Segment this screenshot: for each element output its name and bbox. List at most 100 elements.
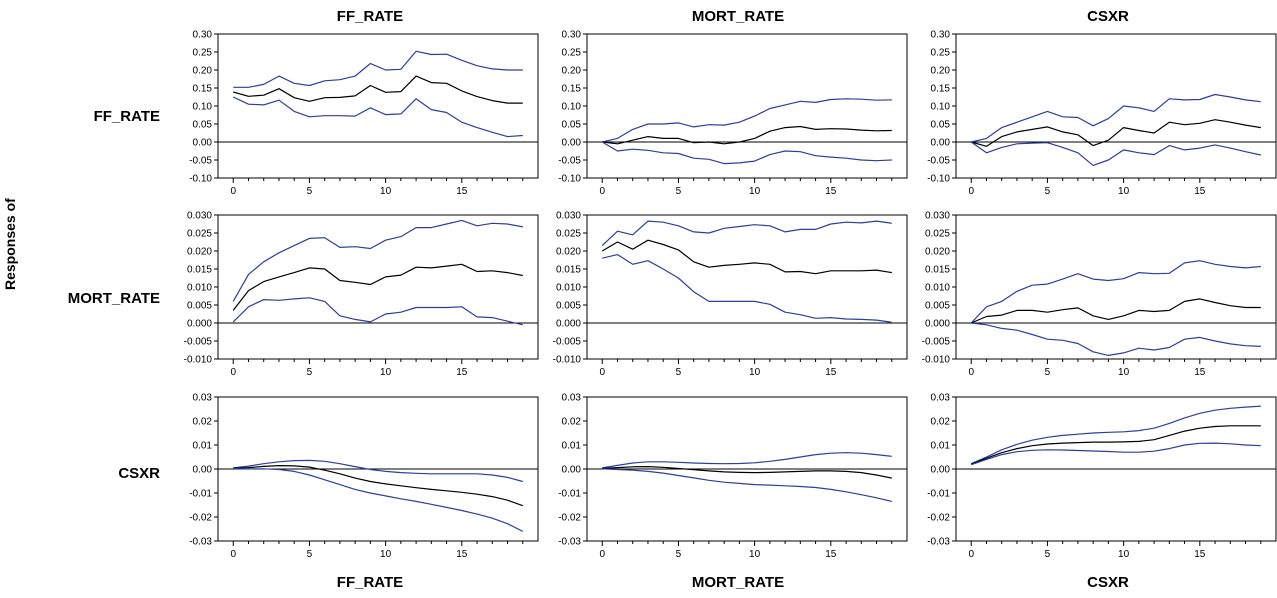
x-tick-label: 5 [676, 186, 682, 197]
y-tick-label: 0.02 [931, 417, 951, 428]
x-tick-label: 0 [599, 549, 605, 560]
y-tick-label: 0.000 [187, 319, 212, 330]
x-tick-label: 10 [749, 186, 761, 197]
x-tick-label: 10 [1118, 367, 1130, 378]
y-tick-label: -0.005 [922, 337, 951, 348]
series-line-mean [233, 75, 523, 104]
y-tick-label: -0.02 [927, 513, 950, 524]
series-line-lower [602, 254, 892, 323]
y-tick-label: 0.30 [931, 30, 951, 41]
series-line-upper [971, 93, 1261, 143]
y-tick-label: 0.015 [187, 265, 212, 276]
y-tick-label: 0.01 [562, 441, 582, 452]
panel-frame [586, 33, 908, 179]
x-tick-label: 10 [1118, 549, 1130, 560]
x-tick-label: 15 [825, 549, 837, 560]
series-line-mean [602, 466, 892, 479]
x-tick-label: 0 [599, 186, 605, 197]
y-tick-label: -0.01 [558, 489, 581, 500]
column-title-mort-rate: MORT_RATE [691, 8, 785, 25]
series-line-mean [970, 425, 1261, 465]
row-label-csxr: CSXR [118, 465, 160, 482]
y-tick-label: 0.10 [193, 102, 213, 113]
y-tick-label: 0.02 [562, 417, 582, 428]
y-tick-label: 0.030 [556, 211, 581, 222]
y-tick-label: 0.00 [193, 138, 213, 149]
x-tick-label: 15 [1194, 367, 1206, 378]
x-tick-label: 0 [599, 367, 605, 378]
series-line-lower [601, 141, 892, 165]
y-tick-label: -0.05 [189, 156, 212, 167]
y-tick-label: 0.00 [931, 138, 951, 149]
y-tick-label: 0.30 [193, 30, 213, 41]
x-tick-label: 0 [230, 186, 236, 197]
y-tick-label: 0.025 [556, 229, 581, 240]
y-tick-label: 0.005 [556, 301, 581, 312]
y-tick-label: 0.01 [193, 441, 213, 452]
y-tick-label: -0.10 [558, 174, 581, 185]
series-line-lower [232, 96, 523, 138]
y-tick-label: 0.05 [562, 120, 582, 131]
x-tick-label: 15 [456, 549, 468, 560]
y-tick-label: 0.02 [193, 417, 213, 428]
series-line-lower [971, 442, 1261, 466]
x-tick-label: 15 [456, 186, 468, 197]
y-tick-label: -0.01 [927, 489, 950, 500]
panel-frame [955, 33, 1277, 179]
y-tick-label: -0.005 [553, 337, 582, 348]
y-tick-label: 0.25 [193, 48, 213, 59]
x-tick-label: 5 [1045, 367, 1051, 378]
y-tick-label: 0.000 [556, 319, 581, 330]
y-tick-label: 0.030 [187, 211, 212, 222]
x-tick-label: 0 [968, 186, 974, 197]
x-tick-label: 15 [825, 186, 837, 197]
series-line-upper [602, 452, 892, 469]
x-tick-label: 5 [1045, 186, 1051, 197]
y-tick-label: -0.005 [184, 337, 213, 348]
y-tick-label: 0.00 [931, 465, 951, 476]
x-tick-label: 5 [307, 367, 313, 378]
series-line-upper [232, 219, 523, 302]
y-tick-label: -0.01 [189, 489, 212, 500]
y-tick-label: 0.30 [562, 30, 582, 41]
y-tick-label: 0.05 [931, 120, 951, 131]
y-tick-label: 0.15 [931, 84, 951, 95]
y-tick-label: 0.15 [193, 84, 213, 95]
series-line-upper [970, 260, 1261, 324]
y-tick-label: -0.010 [922, 355, 951, 366]
panel-ff-rate-ff-rate: -0.10 -0.05 0.00 0.05 0.10 0.15 0.20 0.25 0.30 0 5… [189, 30, 539, 197]
y-tick-label: 0.03 [931, 393, 951, 404]
y-tick-label: 0.015 [556, 265, 581, 276]
panel-frame [217, 214, 539, 360]
y-tick-label: -0.010 [553, 355, 582, 366]
y-tick-label: 0.005 [925, 301, 950, 312]
x-tick-label: 0 [230, 367, 236, 378]
x-tick-label: 0 [230, 549, 236, 560]
x-tick-label: 5 [307, 549, 313, 560]
panel-mort-rate-mort-rate: -0.010 -0.005 0.000 0.005 0.010 0.015 0.020 0.0… [553, 211, 908, 378]
panel-csxr-csxr: -0.03 -0.02 -0.01 0.00 0.01 0.02 0.03 0 5 10 15 [927, 393, 1277, 560]
y-tick-label: 0.020 [925, 247, 950, 258]
y-tick-label: 0.03 [193, 393, 213, 404]
x-tick-label: 10 [749, 549, 761, 560]
x-tick-label: 10 [749, 367, 761, 378]
y-tick-label: 0.010 [187, 283, 212, 294]
series-line-lower [233, 468, 524, 532]
y-tick-label: -0.03 [927, 537, 950, 548]
x-tick-label: 15 [825, 367, 837, 378]
x-tick-label: 5 [307, 186, 313, 197]
y-tick-label: 0.00 [562, 465, 582, 476]
y-tick-label: 0.03 [562, 393, 582, 404]
column-title-ff-rate: FF_RATE [336, 8, 404, 25]
y-tick-label: 0.025 [187, 229, 212, 240]
y-tick-label: 0.25 [931, 48, 951, 59]
series-line-mean [601, 239, 892, 275]
panel-mort-rate-csxr: -0.010 -0.005 0.000 0.005 0.010 0.015 0.020 0.0… [922, 211, 1277, 378]
y-tick-label: -0.10 [927, 174, 950, 185]
column-title-csxr: CSXR [1087, 8, 1129, 25]
series-line-mean [602, 125, 892, 145]
row-label-mort-rate: MORT_RATE [67, 290, 160, 307]
series-line-mean [232, 263, 523, 311]
x-tick-label: 0 [968, 367, 974, 378]
x-tick-label: 10 [380, 549, 392, 560]
